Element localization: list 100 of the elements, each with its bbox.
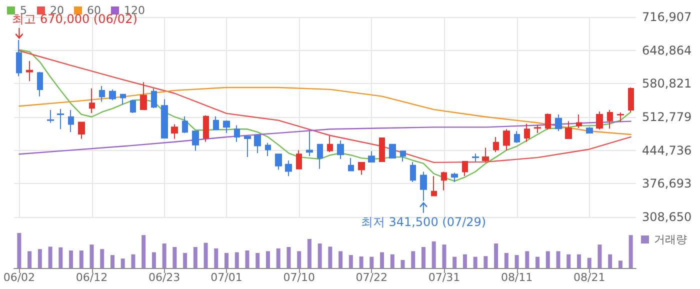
bar [172,247,177,268]
bar [193,247,198,268]
bar [276,248,280,268]
bar [504,252,508,268]
candlestick [617,112,624,122]
candlestick [493,136,499,153]
candlestick [47,110,54,124]
bar [69,250,74,268]
x-tick-label: 06/23 [148,271,180,284]
bar [462,254,467,268]
x-tick-label: 07/01 [210,271,242,284]
y-tick-label: 444,736 [642,143,692,158]
bar [473,256,478,268]
candlestick [306,130,313,157]
candlestick [234,124,240,142]
bar [38,249,42,268]
candlestick [182,116,188,134]
x-tick-label: 08/11 [500,271,533,284]
candlestick [368,150,375,162]
candlestick [99,86,105,102]
candlestick [161,98,168,138]
legend-label: 거래량 [654,233,687,246]
bar [297,251,302,268]
bar [618,260,622,268]
candlestick [400,150,406,162]
bar [48,246,52,268]
line-series [18,86,632,136]
bar [338,251,343,268]
candlestick [462,160,468,177]
candlestick [576,114,582,129]
y-tick-label: 648,864 [642,43,692,58]
bar [494,244,498,268]
candlestick [254,135,261,154]
bar [28,251,32,268]
bar [162,244,166,268]
bar [58,247,63,268]
annotation: 최저 341,500 (07/29) [360,214,486,229]
candlestick [37,71,43,97]
bar [142,235,146,268]
candlestick [514,130,520,144]
candlestick [545,112,551,130]
y-tick-label: 512,779 [642,110,692,124]
candlestick [16,39,22,77]
candlestick [296,150,302,170]
bar [484,256,488,268]
candlestick [337,140,344,160]
bar [183,252,188,268]
bar [79,250,84,268]
bar [348,255,353,268]
candlestick [565,120,572,139]
candlestick [26,60,33,82]
bar [452,256,457,268]
candlestick [607,110,613,130]
candlestick [203,114,209,142]
bar [90,244,94,268]
bar [214,248,218,268]
bar [266,251,270,268]
candlestick [379,137,385,162]
y-tick-label: 580,821 [642,76,692,91]
candlestick [317,144,323,170]
bar [318,244,322,268]
bar [411,251,416,268]
candlestick [389,144,396,159]
candlestick [431,176,437,196]
y-tick-label: 716,907 [642,10,692,24]
candlestick [358,162,365,176]
bar [256,252,260,268]
bar [525,251,530,268]
candlestick [192,130,199,152]
candlestick [534,124,541,134]
bar [598,244,602,268]
bar [307,238,312,268]
bar [152,252,156,268]
bar [204,242,208,268]
bar [286,247,291,268]
candlestick [265,142,271,157]
candlestick [285,160,292,177]
candlestick [628,87,634,112]
bar [380,252,384,268]
bar [442,244,446,268]
candlestick [89,88,95,114]
candlestick [327,135,333,153]
candlestick [213,116,219,131]
candlestick [57,108,64,130]
candlestick [223,120,230,134]
candlestick [78,122,85,140]
x-tick-label: 06/02 [3,271,36,284]
bar [100,249,104,268]
candlestick [410,161,416,183]
candlestick [524,123,530,142]
bar [628,235,633,268]
bar [224,252,229,268]
bar [536,256,540,268]
x-tick-label: 06/12 [76,271,108,284]
candlestick [68,110,74,133]
bar [370,256,374,268]
candlestick [586,126,593,134]
bar [131,254,136,268]
bar [120,258,125,268]
bar [421,247,426,268]
